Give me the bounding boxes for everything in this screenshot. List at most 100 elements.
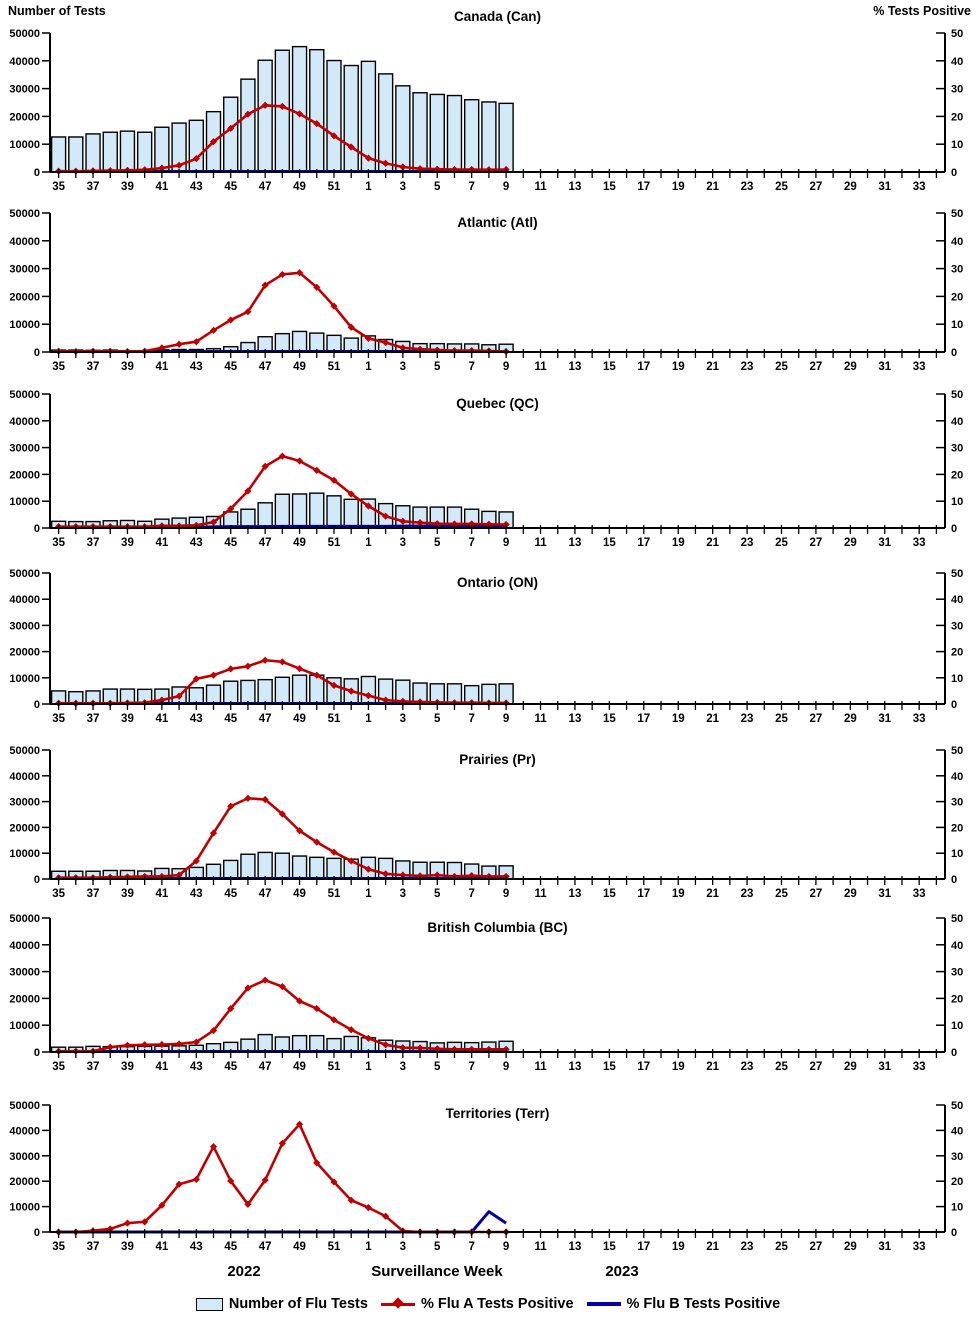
year-left-label: 2022	[227, 1263, 261, 1280]
week-tick-label: 25	[775, 537, 788, 549]
week-tick-label: 15	[603, 181, 616, 193]
flu-tests-bar	[481, 101, 497, 173]
right-tick-label: 20	[951, 1176, 963, 1188]
week-tick-label: 35	[52, 361, 65, 373]
flu-a-marker	[192, 1038, 200, 1046]
week-tick-label: 23	[741, 361, 754, 373]
flu-a-marker	[382, 1212, 390, 1220]
week-tick-label: 41	[155, 537, 168, 549]
week-tick-label: 9	[503, 713, 509, 725]
right-tick-label: 20	[951, 822, 963, 834]
left-tick-label: 40000	[9, 940, 40, 952]
week-tick-label: 5	[434, 181, 441, 193]
flu-a-marker	[313, 120, 321, 128]
flu-tests-bar	[291, 330, 308, 353]
flu-a-marker	[364, 692, 373, 700]
right-tick-label: 50	[951, 1100, 963, 1112]
right-tick-label: 0	[951, 167, 957, 179]
week-tick-label: 27	[810, 713, 823, 725]
week-tick-label: 3	[400, 361, 406, 373]
right-tick-label: 10	[951, 848, 963, 860]
flu-a-marker	[313, 838, 321, 846]
flu-tests-bar	[429, 93, 445, 173]
right-tick-label: 0	[951, 347, 957, 359]
right-tick-label: 50	[951, 913, 963, 925]
flu-a-marker	[313, 1159, 321, 1167]
legend-item-flu-b: % Flu B Tests Positive	[586, 1296, 781, 1312]
flu-a-marker	[261, 1176, 269, 1184]
week-tick-label: 3	[400, 1061, 406, 1073]
right-tick-label: 10	[951, 496, 963, 508]
flu-a-marker	[261, 795, 269, 804]
flu-a-marker	[295, 1120, 304, 1128]
flu-a-marker	[244, 794, 252, 802]
week-tick-label: 9	[503, 537, 509, 549]
flu-tests-bar	[326, 857, 342, 880]
week-tick-label: 19	[672, 713, 685, 725]
flu-tests-bar	[102, 131, 118, 173]
flu-a-marker	[399, 871, 407, 879]
week-tick-label: 47	[259, 361, 272, 373]
flu-tests-bar	[240, 853, 256, 880]
left-tick-label: 10000	[9, 496, 40, 508]
week-tick-label: 17	[637, 181, 650, 193]
flu-a-marker	[244, 487, 252, 495]
flu-a-marker	[295, 457, 304, 465]
flu-tests-bar	[309, 856, 325, 880]
flu-a-marker	[192, 338, 200, 346]
week-tick-label: 11	[534, 537, 547, 549]
flu-a-marker	[313, 1004, 321, 1013]
week-tick-label: 19	[672, 181, 685, 193]
week-tick-label: 33	[913, 888, 926, 900]
week-tick-label: 3	[400, 888, 406, 900]
right-tick-label: 30	[951, 967, 963, 979]
flu-a-marker	[261, 462, 269, 470]
week-tick-label: 1	[365, 888, 372, 900]
week-tick-label: 47	[259, 181, 272, 193]
panel-title-ontario: Ontario (ON)	[457, 575, 538, 590]
week-tick-label: 3	[400, 181, 406, 193]
flu-tests-bar	[223, 680, 239, 705]
flu-a-marker	[278, 270, 286, 279]
flu-tests-bar	[309, 492, 325, 529]
flu-a-marker	[175, 1040, 183, 1048]
week-tick-label: 9	[503, 1241, 509, 1253]
week-tick-label: 5	[434, 537, 441, 549]
flu-a-line-swatch-icon	[380, 1302, 415, 1306]
flu-a-marker	[278, 1139, 286, 1147]
flu-a-marker	[313, 466, 321, 474]
week-tick-label: 25	[775, 181, 788, 193]
week-tick-label: 33	[913, 537, 926, 549]
flu-tests-bar	[326, 495, 342, 529]
left-tick-label: 20000	[9, 993, 40, 1005]
flu-a-marker	[227, 1177, 235, 1185]
week-tick-label: 37	[87, 1061, 100, 1073]
right-tick-label: 50	[951, 568, 963, 580]
left-tick-label: 10000	[9, 673, 40, 685]
flu-a-marker	[192, 857, 200, 865]
flu-a-marker	[382, 696, 390, 704]
flu-a-marker	[416, 872, 424, 880]
flu-tests-bar	[291, 855, 308, 880]
week-tick-label: 47	[259, 888, 272, 900]
flu-a-marker	[278, 983, 286, 991]
right-tick-label: 30	[951, 620, 963, 632]
week-tick-label: 41	[155, 713, 168, 725]
flu-a-marker	[278, 658, 286, 666]
left-tick-label: 30000	[9, 84, 40, 96]
left-tick-label: 30000	[9, 620, 40, 632]
left-tick-label: 50000	[9, 389, 40, 401]
left-tick-label: 0	[34, 874, 40, 886]
flu-a-marker	[364, 865, 373, 873]
week-tick-label: 25	[775, 888, 788, 900]
legend-label-flu-b: % Flu B Tests Positive	[626, 1296, 781, 1312]
week-tick-label: 3	[400, 537, 406, 549]
week-tick-label: 41	[155, 1061, 168, 1073]
left-tick-label: 40000	[9, 56, 40, 68]
left-tick-label: 50000	[9, 1100, 40, 1112]
week-tick-label: 11	[534, 1241, 547, 1253]
flu-tests-bar	[274, 49, 291, 173]
